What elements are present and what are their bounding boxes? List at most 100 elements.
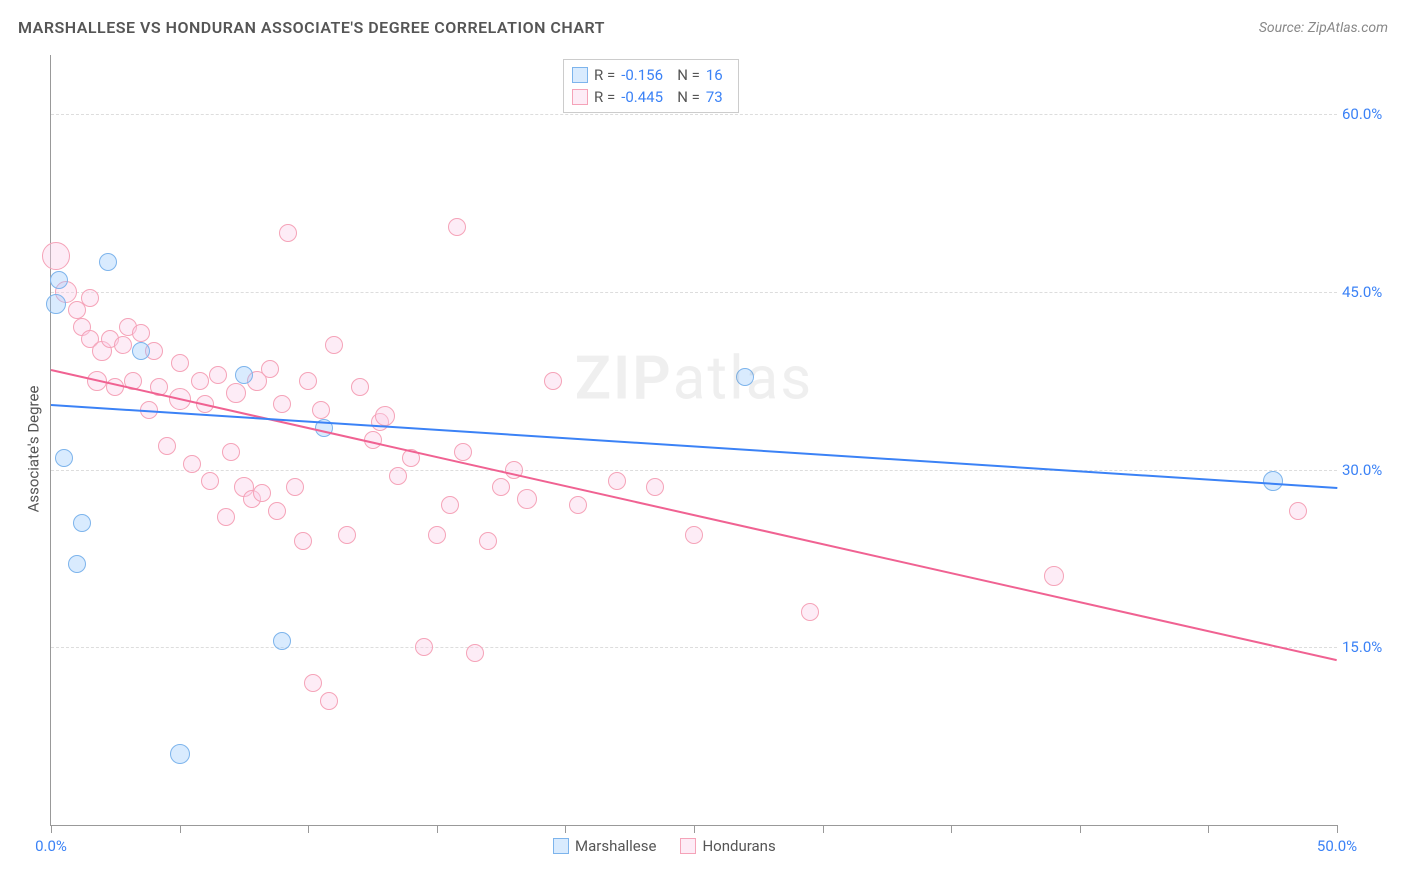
stats-row-hondurans: R =-0.445N =73 [572, 86, 730, 108]
marshallese-point [736, 368, 754, 386]
hondurans-point [299, 372, 317, 390]
hondurans-point [201, 472, 219, 490]
legend-label: Hondurans [702, 837, 775, 855]
legend-item-hondurans: Hondurans [680, 837, 775, 855]
watermark: ZIPatlas [575, 343, 814, 414]
hondurans-point [338, 526, 356, 544]
gridline [51, 114, 1337, 115]
marshallese-swatch [553, 838, 569, 854]
hondurans-point [351, 378, 369, 396]
x-tick [565, 825, 566, 833]
y-tick-label: 60.0% [1342, 105, 1397, 123]
hondurans-point [1289, 502, 1307, 520]
r-value: -0.156 [621, 66, 671, 84]
hondurans-point [448, 218, 466, 236]
hondurans-point [1044, 566, 1064, 586]
hondurans-point [569, 496, 587, 514]
x-tick-label: 0.0% [35, 837, 67, 855]
hondurans-point [441, 496, 459, 514]
x-tick [308, 825, 309, 833]
y-tick-label: 30.0% [1342, 461, 1397, 479]
hondurans-point [132, 324, 150, 342]
x-tick [694, 825, 695, 833]
x-tick [951, 825, 952, 833]
hondurans-point [171, 354, 189, 372]
x-tick [1208, 825, 1209, 833]
marshallese-point [55, 449, 73, 467]
marshallese-swatch [572, 67, 588, 83]
x-tick [1080, 825, 1081, 833]
hondurans-point [286, 478, 304, 496]
x-tick [180, 825, 181, 833]
r-value: -0.445 [621, 88, 671, 106]
hondurans-point [304, 674, 322, 692]
hondurans-point [608, 472, 626, 490]
x-tick-label: 50.0% [1317, 837, 1357, 855]
hondurans-point [312, 401, 330, 419]
marshallese-point [50, 271, 68, 289]
marshallese-point [46, 294, 66, 314]
x-tick [1337, 825, 1338, 833]
chart-container: MARSHALLESE VS HONDURAN ASSOCIATE'S DEGR… [0, 0, 1406, 892]
hondurans-point [466, 644, 484, 662]
hondurans-point [253, 484, 271, 502]
n-label: N = [677, 66, 700, 84]
stats-row-marshallese: R = -0.156 N = 16 [572, 64, 730, 86]
hondurans-point [375, 406, 395, 426]
hondurans-point [209, 366, 227, 384]
gridline [51, 470, 1337, 471]
marshallese-point [99, 253, 117, 271]
x-tick [437, 825, 438, 833]
hondurans-point [646, 478, 664, 496]
hondurans-point [801, 603, 819, 621]
marshallese-point [273, 632, 291, 650]
gridline [51, 647, 1337, 648]
hondurans-point [273, 395, 291, 413]
hondurans-trendline [51, 369, 1337, 661]
marshallese-point [235, 366, 253, 384]
hondurans-point [454, 443, 472, 461]
header-row: MARSHALLESE VS HONDURAN ASSOCIATE'S DEGR… [18, 18, 1388, 37]
hondurans-point [222, 443, 240, 461]
hondurans-point [544, 372, 562, 390]
x-tick [51, 825, 52, 833]
n-label: N = [677, 88, 700, 106]
hondurans-point [294, 532, 312, 550]
hondurans-point [389, 467, 407, 485]
hondurans-point [320, 692, 338, 710]
hondurans-swatch [572, 89, 588, 105]
hondurans-point [517, 489, 537, 509]
hondurans-point [428, 526, 446, 544]
plot-area: ZIPatlas 15.0%30.0%45.0%60.0%0.0%50.0% [50, 55, 1337, 826]
hondurans-point [42, 242, 70, 270]
source-label: Source: ZipAtlas.com [1259, 20, 1388, 36]
hondurans-point [268, 502, 286, 520]
hondurans-point [191, 372, 209, 390]
legend-label: Marshallese [575, 837, 656, 855]
stats-box: R = -0.156 N = 16R = -0.445 N = 73 [563, 59, 739, 113]
hondurans-swatch [680, 838, 696, 854]
marshallese-point [68, 555, 86, 573]
hondurans-point [158, 437, 176, 455]
chart-title: MARSHALLESE VS HONDURAN ASSOCIATE'S DEGR… [18, 18, 605, 37]
y-tick-label: 45.0% [1342, 283, 1397, 301]
x-tick [823, 825, 824, 833]
hondurans-point [492, 478, 510, 496]
hondurans-point [261, 360, 279, 378]
legend-bottom: Marshallese Hondurans [553, 837, 776, 855]
hondurans-point [217, 508, 235, 526]
marshallese-point [73, 514, 91, 532]
hondurans-point [183, 455, 201, 473]
n-value: 16 [706, 66, 730, 84]
r-label: R = [594, 66, 615, 84]
n-value: 73 [706, 88, 730, 106]
marshallese-point [170, 744, 190, 764]
marshallese-point [132, 342, 150, 360]
legend-item-marshallese: Marshallese [553, 837, 656, 855]
hondurans-point [279, 224, 297, 242]
hondurans-point [479, 532, 497, 550]
hondurans-point [226, 383, 246, 403]
hondurans-point [114, 336, 132, 354]
hondurans-point [685, 526, 703, 544]
hondurans-point [415, 638, 433, 656]
